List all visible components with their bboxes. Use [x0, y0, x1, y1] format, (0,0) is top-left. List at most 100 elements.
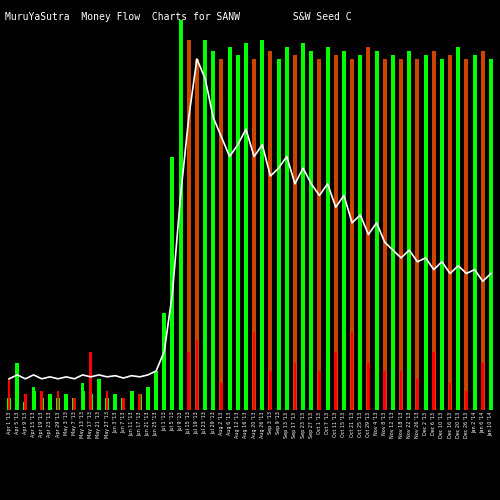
Bar	[73, 398, 76, 410]
Bar	[146, 386, 150, 410]
Bar	[122, 398, 126, 410]
Bar	[179, 363, 182, 410]
Bar	[261, 352, 264, 410]
Bar	[220, 382, 223, 410]
Bar	[40, 398, 43, 410]
Bar	[269, 371, 272, 410]
Bar	[138, 394, 141, 410]
Bar	[490, 386, 492, 410]
Bar	[350, 59, 354, 410]
Bar	[154, 386, 158, 410]
Bar	[97, 379, 101, 410]
Bar	[350, 332, 354, 410]
Bar	[302, 332, 304, 410]
Bar	[244, 340, 248, 410]
Bar	[374, 51, 378, 410]
Bar	[56, 398, 60, 410]
Bar	[146, 390, 150, 410]
Bar	[154, 371, 158, 410]
Bar	[64, 394, 68, 410]
Bar	[399, 59, 403, 410]
Bar	[286, 352, 288, 410]
Bar	[465, 390, 468, 410]
Bar	[301, 44, 305, 410]
Bar	[114, 394, 117, 410]
Bar	[16, 363, 19, 410]
Bar	[56, 390, 59, 410]
Bar	[326, 360, 329, 410]
Bar	[392, 379, 394, 410]
Bar	[16, 390, 18, 410]
Bar	[473, 379, 476, 410]
Bar	[342, 51, 346, 410]
Bar	[326, 48, 330, 410]
Bar	[268, 51, 272, 410]
Bar	[24, 402, 28, 410]
Bar	[358, 55, 362, 410]
Bar	[130, 390, 133, 410]
Bar	[489, 59, 493, 410]
Bar	[98, 386, 100, 410]
Bar	[65, 394, 68, 410]
Bar	[90, 352, 92, 410]
Bar	[32, 386, 35, 410]
Bar	[188, 352, 190, 410]
Bar	[318, 59, 322, 410]
Bar	[32, 390, 36, 410]
Bar	[162, 312, 166, 410]
Bar	[277, 363, 280, 410]
Bar	[366, 48, 370, 410]
Bar	[383, 59, 386, 410]
Bar	[424, 55, 428, 410]
Bar	[203, 40, 207, 410]
Bar	[408, 51, 411, 410]
Bar	[448, 382, 452, 410]
Bar	[334, 352, 337, 410]
Bar	[481, 51, 484, 410]
Bar	[171, 371, 174, 410]
Bar	[252, 59, 256, 410]
Bar	[318, 371, 321, 410]
Bar	[310, 352, 312, 410]
Bar	[105, 398, 109, 410]
Bar	[163, 379, 166, 410]
Bar	[334, 55, 338, 410]
Bar	[408, 363, 410, 410]
Bar	[204, 379, 206, 410]
Bar	[236, 55, 240, 410]
Bar	[310, 51, 313, 410]
Bar	[440, 379, 444, 410]
Bar	[7, 398, 11, 410]
Bar	[416, 379, 419, 410]
Bar	[114, 394, 116, 410]
Bar	[294, 363, 296, 410]
Bar	[187, 40, 190, 410]
Bar	[195, 59, 199, 410]
Bar	[424, 386, 427, 410]
Text: MuruYaSutra  Money Flow  Charts for SANW         S&W Seed C                     : MuruYaSutra Money Flow Charts for SANW S…	[5, 12, 500, 22]
Bar	[482, 363, 484, 410]
Bar	[448, 55, 452, 410]
Bar	[367, 363, 370, 410]
Bar	[400, 371, 402, 410]
Bar	[178, 20, 182, 410]
Bar	[196, 340, 198, 410]
Bar	[359, 371, 362, 410]
Bar	[244, 44, 248, 410]
Bar	[293, 55, 297, 410]
Bar	[457, 371, 460, 410]
Bar	[220, 59, 224, 410]
Bar	[456, 48, 460, 410]
Bar	[236, 352, 239, 410]
Bar	[212, 371, 214, 410]
Bar	[122, 398, 125, 410]
Bar	[48, 394, 52, 410]
Bar	[89, 394, 92, 410]
Bar	[384, 371, 386, 410]
Bar	[391, 55, 395, 410]
Bar	[212, 51, 215, 410]
Bar	[130, 390, 134, 410]
Bar	[472, 55, 476, 410]
Bar	[416, 59, 420, 410]
Bar	[106, 390, 108, 410]
